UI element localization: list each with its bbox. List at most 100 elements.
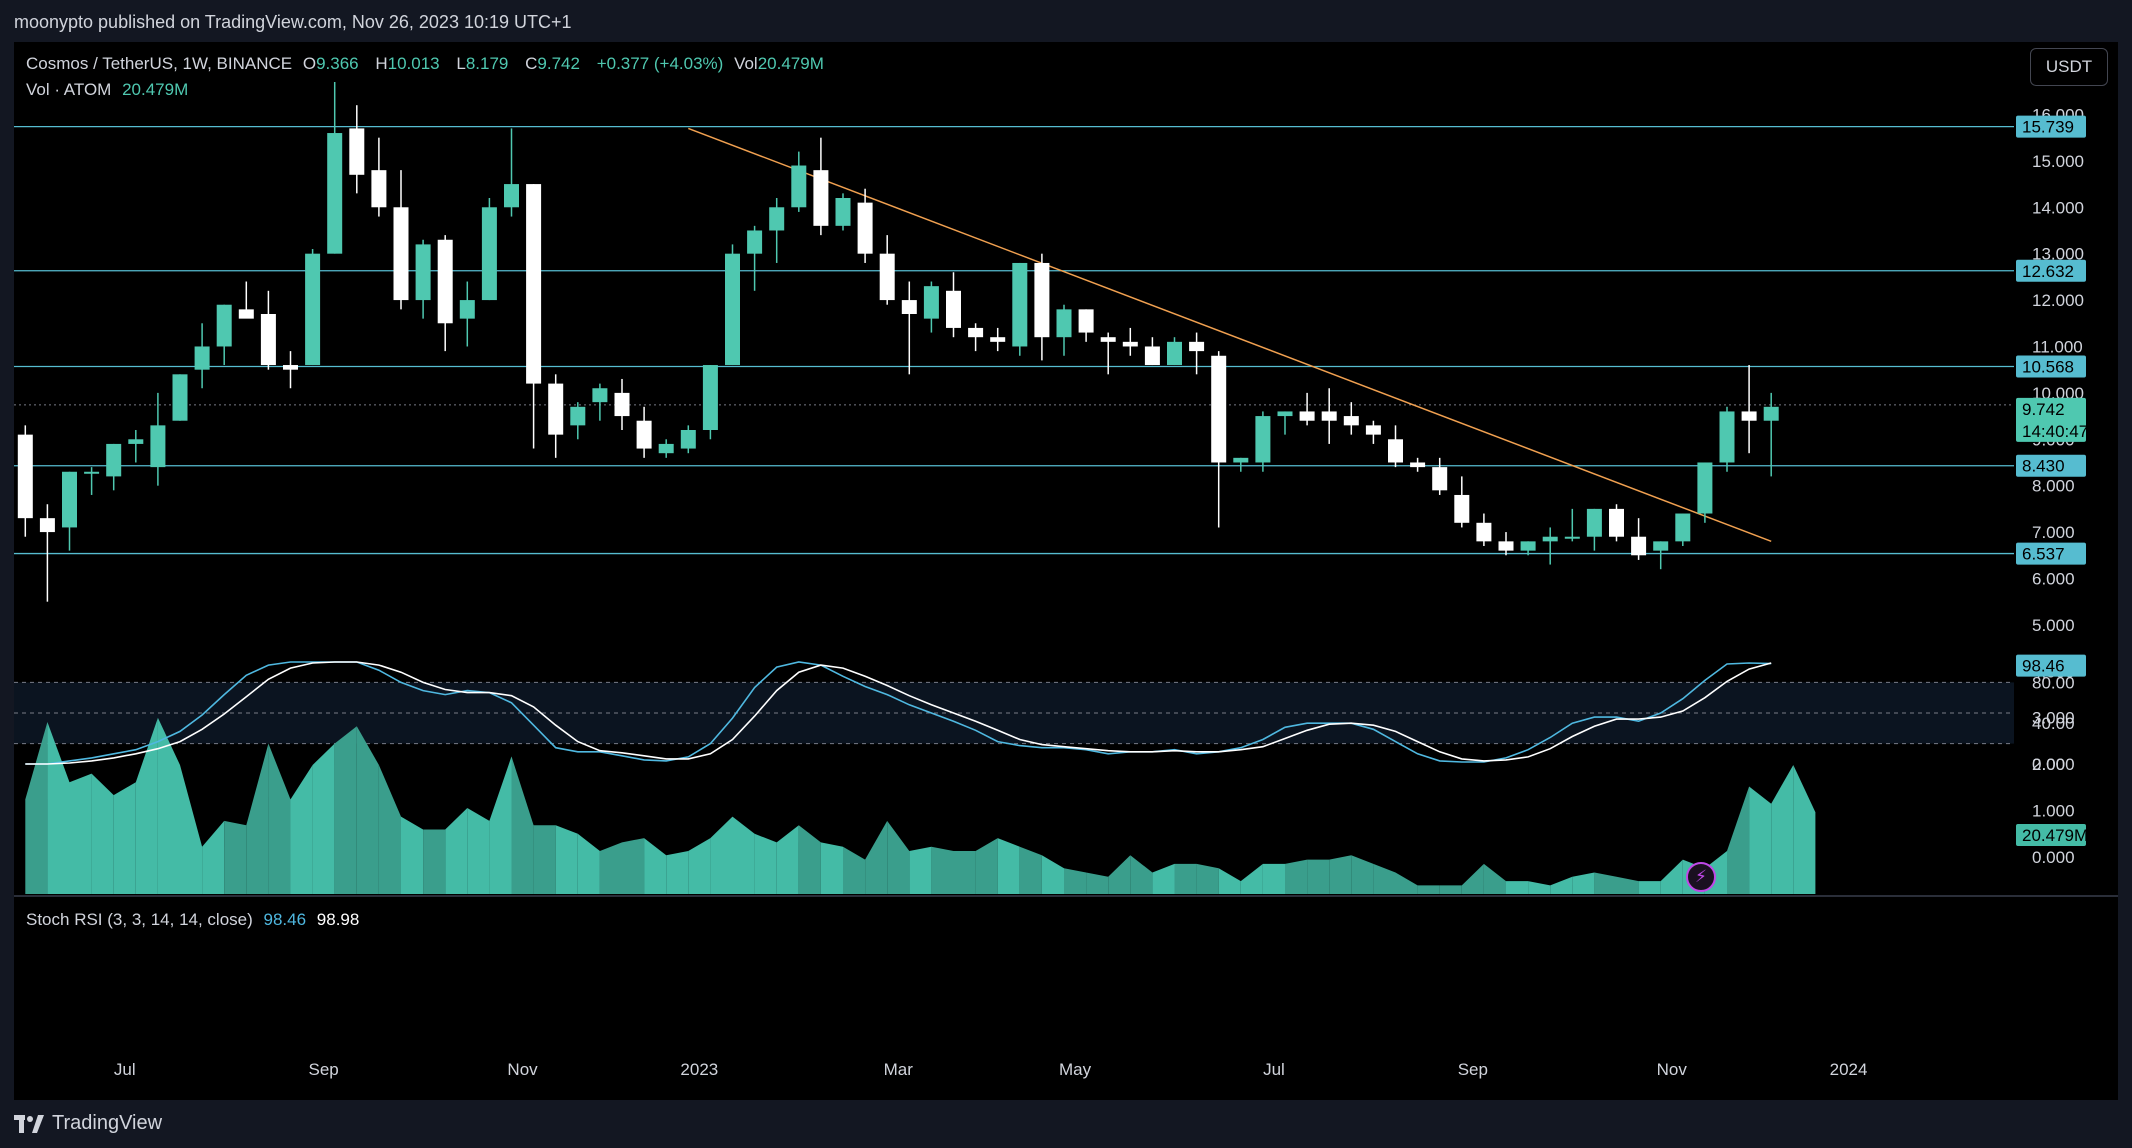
currency-button[interactable]: USDT [2030, 48, 2108, 86]
volume-area-segment [820, 842, 843, 894]
volume-area-segment [1638, 881, 1661, 894]
volume-area-segment [1019, 846, 1042, 894]
volume-area-segment [997, 838, 1020, 894]
volume-area-segment [91, 773, 114, 894]
candle-body [1255, 416, 1271, 463]
volume-area-segment [334, 726, 357, 894]
volume-legend-label[interactable]: Vol · ATOM [26, 80, 112, 99]
candle-body [1564, 536, 1580, 539]
top-banner: moonypto published on TradingView.com, N… [0, 0, 2132, 42]
candle [1498, 532, 1514, 556]
candle-body [879, 253, 895, 301]
candle-body [106, 443, 122, 477]
main-legend: Cosmos / TetherUS, 1W, BINANCE O9.366 H1… [26, 54, 836, 74]
y-axis-tick: 15.000 [2032, 152, 2084, 171]
candle [39, 504, 55, 602]
volume-area-segment [1240, 863, 1263, 894]
candle-body [1343, 416, 1359, 426]
volume-area-segment [931, 846, 954, 894]
candle [1122, 327, 1138, 356]
volume-area-segment [1793, 765, 1816, 894]
candle-body [1675, 513, 1691, 542]
volume-area-segment [555, 825, 578, 894]
last-price-badge-bg [2016, 397, 2086, 442]
candle-body [747, 230, 763, 254]
candle-body [283, 365, 298, 370]
candle-body [769, 207, 785, 231]
volume-area-segment [445, 808, 468, 894]
candle-body [1189, 341, 1205, 352]
candle [415, 239, 431, 319]
candle [1697, 462, 1713, 523]
stoch-axis-tick: 40.00 [2032, 714, 2075, 733]
volume-area-segment [1307, 859, 1330, 894]
stoch-k-value: 98.46 [263, 910, 307, 929]
volume-area-segment [511, 756, 534, 894]
volume-area-segment [312, 743, 335, 894]
volume-area-segment [1130, 855, 1153, 894]
candle-body [548, 383, 564, 435]
candle [835, 193, 851, 231]
candle [1653, 541, 1669, 570]
symbol-title[interactable]: Cosmos / TetherUS, 1W, BINANCE [26, 54, 293, 73]
candle-body [238, 309, 254, 319]
candle [62, 471, 77, 551]
volume-area-segment [644, 838, 667, 894]
volume-area-segment [710, 816, 733, 894]
chart-canvas[interactable]: 16.00015.00014.00013.00012.00011.00010.0… [14, 42, 2118, 1100]
candle [150, 392, 166, 486]
y-axis-tick: 1.000 [2032, 801, 2075, 820]
level-badge: 15.739 [2022, 118, 2074, 137]
candle-body [1012, 262, 1028, 347]
candle [194, 323, 210, 389]
stoch-legend-label[interactable]: Stoch RSI (3, 3, 14, 14, close) [26, 910, 253, 929]
chart-area[interactable]: 16.000 15.000 14.000 13.000 12.000 11.000 10.0… [14, 42, 2118, 1100]
level-badge-bg [2016, 259, 2086, 282]
brand-name: TradingView [52, 1112, 163, 1134]
volume-area-segment [1506, 881, 1529, 894]
tradingview-logo[interactable]: TradingView [14, 1112, 162, 1135]
candle [1167, 337, 1182, 366]
candle [349, 105, 365, 194]
candle [990, 327, 1006, 352]
candle [857, 188, 873, 263]
level-badge-bg [2016, 542, 2086, 565]
volume-area-segment [688, 838, 711, 894]
level-badge: 10.568 [2022, 358, 2074, 377]
candle-body [1763, 406, 1779, 421]
volume-area-segment [1086, 872, 1109, 894]
stoch-line-d [25, 661, 1772, 765]
lightning-icon[interactable]: ⚡ [1686, 862, 1716, 892]
candle [526, 184, 542, 449]
candle-body [1233, 457, 1249, 463]
volume-area-segment [1461, 863, 1484, 894]
candle-body [1741, 411, 1757, 421]
stoch-legend: Stoch RSI (3, 3, 14, 14, close) 98.46 98… [26, 910, 365, 930]
volume-area-segment [533, 825, 556, 894]
candle [393, 170, 409, 310]
x-axis-label: Nov [507, 1060, 538, 1079]
candle [1432, 457, 1448, 495]
candle [1454, 476, 1470, 528]
volume-area-segment [953, 851, 976, 894]
y-axis-tick: 12.000 [2032, 291, 2084, 310]
candle-body [1167, 341, 1182, 366]
volume-area-segment [1041, 855, 1064, 894]
candle-body [62, 471, 77, 528]
candle-body [592, 388, 608, 403]
candle-body [327, 133, 343, 254]
candle [1299, 392, 1315, 426]
volume-area-segment [1528, 881, 1551, 894]
volume-area-segment [356, 726, 379, 894]
volume-area-segment [622, 838, 645, 894]
vol-value: 20.479M [757, 54, 824, 73]
candle-body [1454, 494, 1470, 523]
volume-area-segment [1439, 885, 1462, 894]
candle-body [194, 346, 210, 370]
volume-area-segment [1727, 786, 1750, 894]
candle-body [658, 443, 674, 454]
candle [879, 235, 895, 305]
volume-area-segment [180, 765, 203, 894]
x-axis-label: 2024 [1830, 1060, 1868, 1079]
candle-body [946, 290, 961, 328]
